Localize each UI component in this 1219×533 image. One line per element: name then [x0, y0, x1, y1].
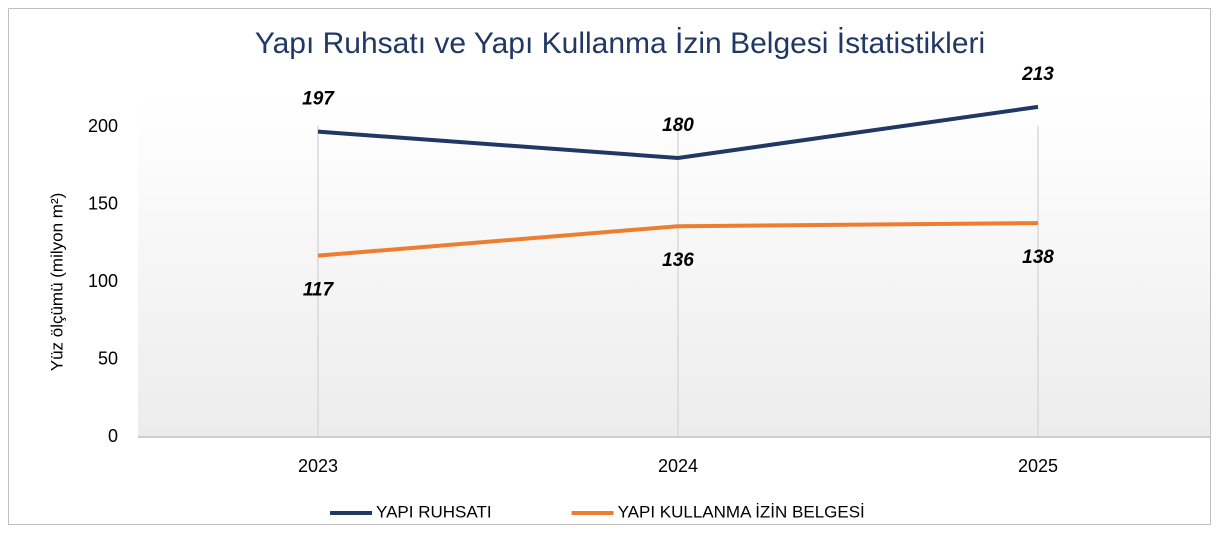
x-tick-label: 2023 [298, 456, 338, 476]
data-label: 213 [1021, 64, 1054, 85]
y-tick-label: 50 [98, 348, 118, 368]
line-series [317, 221, 1039, 258]
y-tick-label: 150 [88, 193, 118, 213]
data-label: 117 [303, 280, 335, 301]
x-tick-label: 2024 [658, 456, 698, 476]
legend-label: YAPI KULLANMA İZİN BELGESİ [618, 502, 865, 521]
plot-area [138, 96, 1210, 437]
legend-label: YAPI RUHSATI [376, 502, 492, 521]
data-label: 138 [1022, 247, 1054, 268]
y-tick-label: 100 [88, 271, 118, 291]
y-axis-label: Yüz ölçümü (milyon m²) [47, 193, 66, 372]
y-tick-label: 0 [108, 426, 118, 446]
y-tick-label: 200 [88, 116, 118, 136]
chart-title: Yapı Ruhsatı ve Yapı Kullanma İzin Belge… [255, 27, 985, 60]
data-label: 136 [662, 250, 694, 271]
x-tick-label: 2025 [1018, 456, 1058, 476]
data-label: 197 [302, 89, 335, 110]
line-series [317, 104, 1039, 161]
data-label: 180 [662, 115, 694, 136]
